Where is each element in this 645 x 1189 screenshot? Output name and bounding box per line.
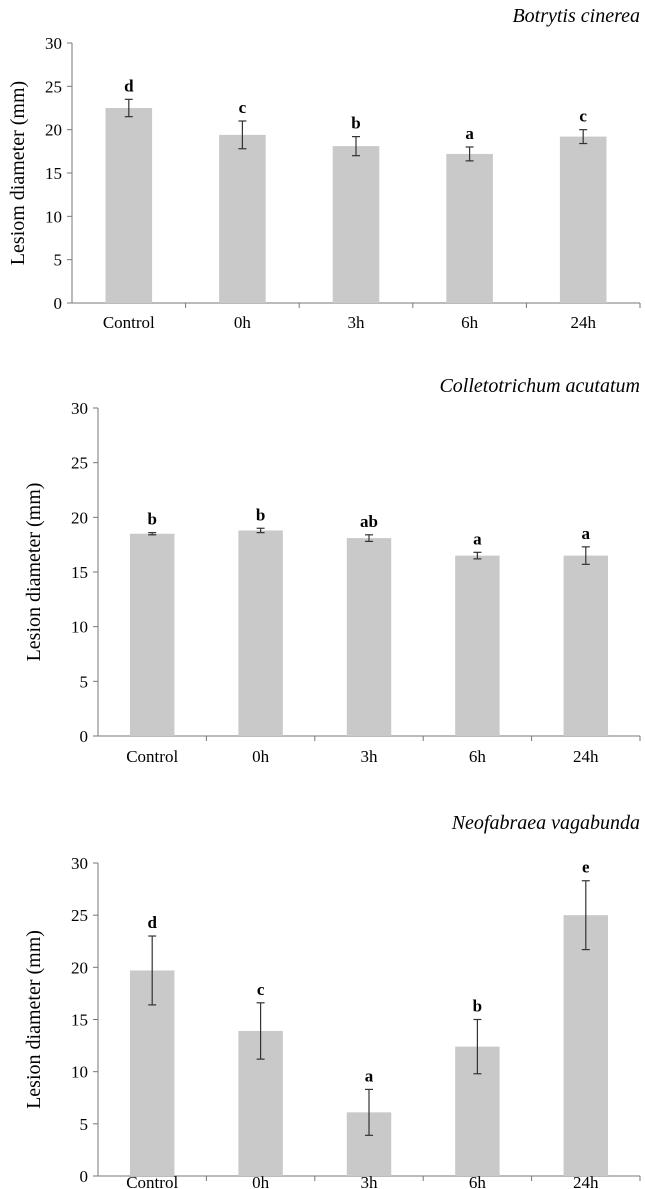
x-category-label: 6h <box>469 1173 487 1189</box>
y-tick-label: 5 <box>80 672 89 691</box>
y-tick-label: 20 <box>71 508 88 527</box>
chart-title: Colletotrichum acutatum <box>439 375 640 397</box>
x-category-label: 3h <box>348 313 366 330</box>
x-category-label: 3h <box>361 747 379 765</box>
significance-label: b <box>473 997 482 1016</box>
y-tick-label: 30 <box>71 399 88 418</box>
y-axis-label: Lesion diameter (mm) <box>23 930 45 1109</box>
x-category-label: Control <box>103 313 155 330</box>
y-tick-label: 10 <box>71 618 88 637</box>
significance-label: a <box>365 1066 374 1085</box>
x-category-label: 6h <box>469 747 487 765</box>
significance-label: b <box>351 114 360 133</box>
bar-3h <box>346 538 392 736</box>
significance-label: b <box>256 505 265 524</box>
y-tick-label: 15 <box>71 1011 88 1030</box>
y-tick-label: 20 <box>71 958 88 977</box>
bar-control <box>129 533 175 736</box>
significance-label: a <box>473 529 482 548</box>
y-tick-label: 25 <box>71 906 88 925</box>
x-category-label: 3h <box>361 1173 379 1189</box>
x-category-label: 0h <box>252 1173 270 1189</box>
chart-svg: Botrytis cinerea Lesiom diameter (mm) 0 5 10… <box>7 5 641 330</box>
y-tick-label: 0 <box>80 1167 89 1186</box>
bar-6h <box>446 153 493 303</box>
significance-label: d <box>147 913 157 932</box>
x-category-label: Control <box>126 1173 178 1189</box>
chart-panel-3: Neofabraea vagabunda Lesion diameter (mm)… <box>0 805 645 1189</box>
bar-24h <box>563 915 609 1176</box>
bar-control <box>105 108 153 303</box>
significance-label: b <box>147 510 156 529</box>
y-tick-label: 15 <box>71 563 88 582</box>
y-axis-label: Lesion diameter (mm) <box>23 483 45 662</box>
chart-title: Botrytis cinerea <box>512 5 640 27</box>
bar-24h <box>563 555 609 736</box>
chart-panel-1: Botrytis cinerea Lesiom diameter (mm) 0 5 10… <box>0 0 645 330</box>
y-tick-label: 20 <box>45 121 62 140</box>
y-tick-label: 30 <box>45 34 62 53</box>
x-category-label: Control <box>126 747 178 765</box>
y-tick-label: 15 <box>45 164 62 183</box>
y-tick-label: 25 <box>45 77 62 96</box>
chart-svg: Colletotrichum acutatum Lesion diameter (… <box>23 375 641 765</box>
significance-label: c <box>579 107 587 126</box>
significance-label: a <box>465 124 474 143</box>
y-tick-label: 5 <box>80 1115 89 1134</box>
bar-24h <box>559 136 607 303</box>
bar-6h <box>455 555 500 736</box>
bar-0h <box>219 134 266 303</box>
y-tick-label: 30 <box>71 854 88 873</box>
x-category-label: 24h <box>570 313 596 330</box>
significance-label: a <box>582 524 591 543</box>
x-category-label: 0h <box>252 747 270 765</box>
bar-3h <box>332 146 380 303</box>
chart-svg: Neofabraea vagabunda Lesion diameter (mm)… <box>23 812 641 1189</box>
x-category-label: 6h <box>461 313 479 330</box>
significance-label: c <box>239 98 247 117</box>
significance-label: d <box>124 76 134 95</box>
y-axis-label: Lesiom diameter (mm) <box>7 81 29 265</box>
significance-label: c <box>257 980 265 999</box>
y-tick-label: 0 <box>54 294 63 313</box>
y-tick-label: 10 <box>45 207 62 226</box>
y-tick-label: 25 <box>71 454 88 473</box>
significance-label: e <box>582 858 590 877</box>
chart-title: Neofabraea vagabunda <box>451 812 640 834</box>
x-category-label: 0h <box>234 313 252 330</box>
x-category-label: 24h <box>573 747 599 765</box>
y-tick-label: 0 <box>80 727 89 746</box>
chart-panel-2: Colletotrichum acutatum Lesion diameter (… <box>0 370 645 765</box>
y-tick-label: 5 <box>54 251 63 270</box>
x-category-label: 24h <box>573 1173 599 1189</box>
significance-label: ab <box>360 512 378 531</box>
bar-0h <box>238 530 283 736</box>
y-tick-label: 10 <box>71 1063 88 1082</box>
